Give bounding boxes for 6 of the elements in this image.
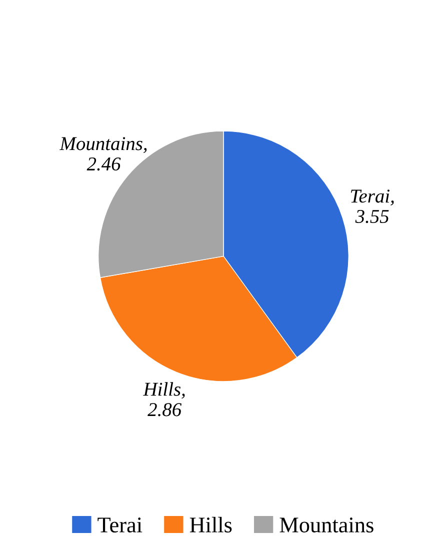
legend-label: Mountains xyxy=(280,518,374,532)
legend-label: Hills xyxy=(190,516,232,532)
data-label: Mountains, 2.46 xyxy=(60,137,147,171)
legend-label: Terai xyxy=(98,518,142,532)
data-label: Terai, 3.55 xyxy=(350,190,394,224)
data-label: Hills, 2.86 xyxy=(143,382,185,416)
